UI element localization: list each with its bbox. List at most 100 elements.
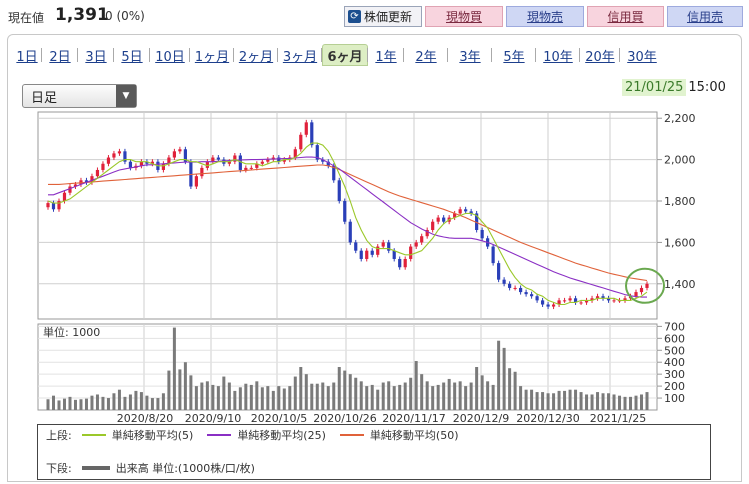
y-tick-label: 1,800 xyxy=(664,195,696,208)
tab-2[interactable]: 3日 xyxy=(85,49,107,65)
legend-ma25: 単純移動平均(25) xyxy=(207,427,326,443)
candle-body xyxy=(491,246,495,264)
y-tick-label: 1,400 xyxy=(664,278,696,291)
volume-bar xyxy=(524,389,528,410)
candle-body xyxy=(51,203,56,210)
legend-lower-label: 下段: xyxy=(46,462,72,475)
volume-bar xyxy=(299,367,303,410)
candle-body xyxy=(645,283,649,288)
tab-11[interactable]: 3年 xyxy=(459,49,481,65)
candle-body xyxy=(211,157,215,162)
candle-body xyxy=(359,250,363,259)
tab-14[interactable]: 20年 xyxy=(585,49,615,65)
volume-bar xyxy=(123,396,127,410)
tab-15[interactable]: 30年 xyxy=(627,49,657,65)
candle-body xyxy=(601,296,605,299)
volume-bar xyxy=(442,382,446,410)
cash-sell-button[interactable]: 現物売 xyxy=(506,6,584,27)
tab-separator xyxy=(233,48,234,62)
ma50-line xyxy=(48,164,648,282)
volume-bar xyxy=(332,382,336,410)
volume-bar xyxy=(321,382,325,410)
candle-body xyxy=(403,258,407,268)
y-tick-label: 2,200 xyxy=(664,112,696,125)
volume-bar xyxy=(216,386,220,410)
tab-9[interactable]: 1年 xyxy=(375,49,397,65)
candle-body xyxy=(584,300,589,303)
volume-bar xyxy=(315,383,319,410)
volume-bar xyxy=(392,386,396,410)
volume-bar xyxy=(497,340,501,410)
candle-body xyxy=(519,287,523,293)
volume-bar xyxy=(381,382,385,410)
candle-body xyxy=(606,298,611,301)
candle-body xyxy=(233,155,237,162)
volume-bar xyxy=(370,384,374,410)
volume-bar xyxy=(211,384,215,410)
tab-3[interactable]: 5日 xyxy=(121,49,143,65)
volume-bar xyxy=(337,367,341,410)
volume-bar xyxy=(535,392,539,410)
tab-13[interactable]: 10年 xyxy=(543,49,573,65)
volume-bar xyxy=(134,390,138,410)
x-tick-label: 2020/10/5 xyxy=(251,412,307,424)
volume-bar xyxy=(519,386,523,410)
tab-4[interactable]: 10日 xyxy=(155,49,185,65)
tab-5[interactable]: 1ヶ月 xyxy=(194,49,230,65)
volume-bar xyxy=(310,383,314,410)
cash-buy-button[interactable]: 現物買 xyxy=(425,6,503,27)
volume-bar xyxy=(238,387,242,410)
candle-body xyxy=(595,296,600,299)
volume-y-tick-label: 700 xyxy=(664,320,685,333)
legend-ma25-label: 単純移動平均(25) xyxy=(237,429,326,442)
volume-bar xyxy=(436,384,440,410)
candle-body xyxy=(497,263,501,280)
quote-bar: 現在値 1,391 0 (0%) ⟳ 株価更新 現物買 現物売 信用買 信用売 xyxy=(0,0,749,34)
volume-bar xyxy=(79,399,83,410)
volume-bar xyxy=(282,388,286,410)
volume-y-tick-label: 600 xyxy=(664,332,685,345)
tab-0[interactable]: 1日 xyxy=(16,49,38,65)
volume-bar xyxy=(403,382,407,410)
tab-separator xyxy=(579,48,580,62)
volume-y-tick-label: 200 xyxy=(664,380,685,393)
candle-body xyxy=(68,186,72,193)
candle-body xyxy=(62,192,67,202)
legend-ma5-swatch xyxy=(81,434,106,436)
legend-ma50-label: 単純移動平均(50) xyxy=(369,429,459,442)
tab-1[interactable]: 2日 xyxy=(49,49,71,65)
volume-bar xyxy=(409,377,413,410)
tab-7[interactable]: 3ヶ月 xyxy=(282,49,318,65)
tab-12[interactable]: 5年 xyxy=(503,49,525,65)
x-tick-label: 2020/9/10 xyxy=(185,412,241,424)
margin-buy-button[interactable]: 信用買 xyxy=(587,6,664,27)
tab-10[interactable]: 2年 xyxy=(415,49,437,65)
tab-separator xyxy=(367,48,368,62)
volume-bar xyxy=(387,381,391,410)
candle-body xyxy=(458,209,462,214)
x-tick-label: 2020/11/17 xyxy=(382,412,445,424)
volume-bar xyxy=(255,381,259,410)
legend-upper-label: 上段: xyxy=(46,429,72,442)
refresh-price-button[interactable]: ⟳ 株価更新 xyxy=(344,6,422,27)
candle-body xyxy=(145,161,149,164)
candle-body xyxy=(392,250,396,259)
candle-body xyxy=(365,250,369,259)
candle-body xyxy=(337,180,341,202)
margin-sell-button[interactable]: 信用売 xyxy=(667,6,743,27)
volume-bar xyxy=(596,392,600,410)
volume-bar xyxy=(629,396,633,410)
volume-bar xyxy=(601,393,605,410)
ma5-line xyxy=(47,142,648,306)
tab-8[interactable]: 6ヶ月 xyxy=(322,44,368,66)
x-tick-label: 2020/12/30 xyxy=(516,412,579,424)
refresh-price-label: 株価更新 xyxy=(364,10,413,24)
volume-bar xyxy=(552,393,556,410)
volume-bar xyxy=(117,389,121,410)
candle-body xyxy=(255,163,259,168)
tab-6[interactable]: 2ヶ月 xyxy=(238,49,274,65)
interval-select[interactable]: 日足 ▼ xyxy=(22,84,137,108)
candle-body xyxy=(310,122,314,146)
candle-body xyxy=(46,203,50,208)
candle-body xyxy=(623,298,627,301)
